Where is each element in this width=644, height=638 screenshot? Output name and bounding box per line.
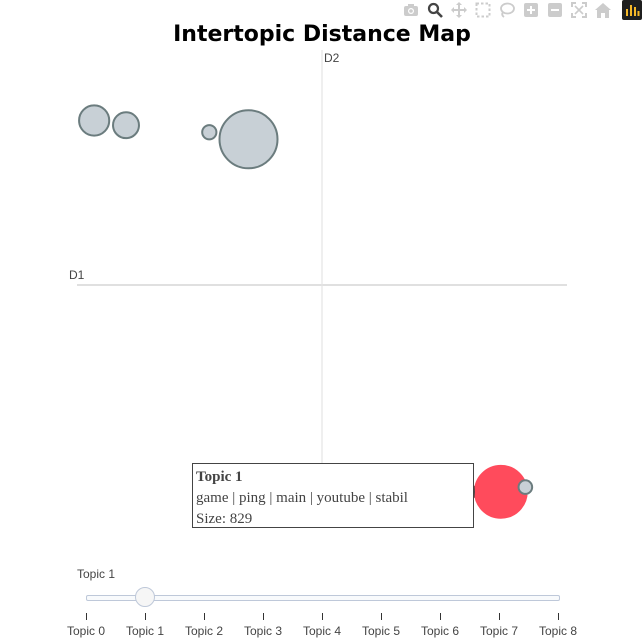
topic-bubble[interactable] (519, 480, 533, 494)
slider-tick (263, 613, 264, 620)
slider-tick (204, 613, 205, 620)
slider-tick (322, 613, 323, 620)
modebar (402, 0, 644, 20)
slider-tick (381, 613, 382, 620)
slider-tick (499, 613, 500, 620)
lasso-select-icon[interactable] (498, 1, 516, 19)
box-select-icon[interactable] (474, 1, 492, 19)
x-axis-label: D1 (69, 268, 85, 282)
slider-tick (558, 613, 559, 620)
reset-axes-icon[interactable] (594, 1, 612, 19)
slider-track[interactable] (86, 595, 560, 601)
topic-bubble[interactable] (79, 105, 109, 135)
autoscale-icon[interactable] (570, 1, 588, 19)
slider-tick (145, 613, 146, 620)
topic-bubble[interactable] (202, 125, 216, 139)
hover-words: game | ping | main | youtube | stabil (196, 488, 470, 509)
slider-handle[interactable] (135, 587, 155, 607)
slider-tick (86, 613, 87, 620)
hover-title: Topic 1 (196, 467, 470, 488)
hover-tooltip: Topic 1 game | ping | main | youtube | s… (192, 463, 474, 528)
chart-title: Intertopic Distance Map (0, 22, 644, 47)
zoom-out-icon[interactable] (546, 1, 564, 19)
zoom-icon[interactable] (426, 1, 444, 19)
topic-bubble[interactable] (220, 110, 278, 168)
zoom-in-icon[interactable] (522, 1, 540, 19)
y-axis-label: D2 (324, 51, 340, 65)
hover-size: Size: 829 (196, 509, 470, 528)
camera-icon[interactable] (402, 1, 420, 19)
pan-icon[interactable] (450, 1, 468, 19)
plotly-logo-icon[interactable] (622, 0, 642, 20)
topic-bubble[interactable] (113, 112, 139, 138)
slider-tick (440, 613, 441, 620)
slider-current-label: Topic 1 (77, 567, 115, 581)
